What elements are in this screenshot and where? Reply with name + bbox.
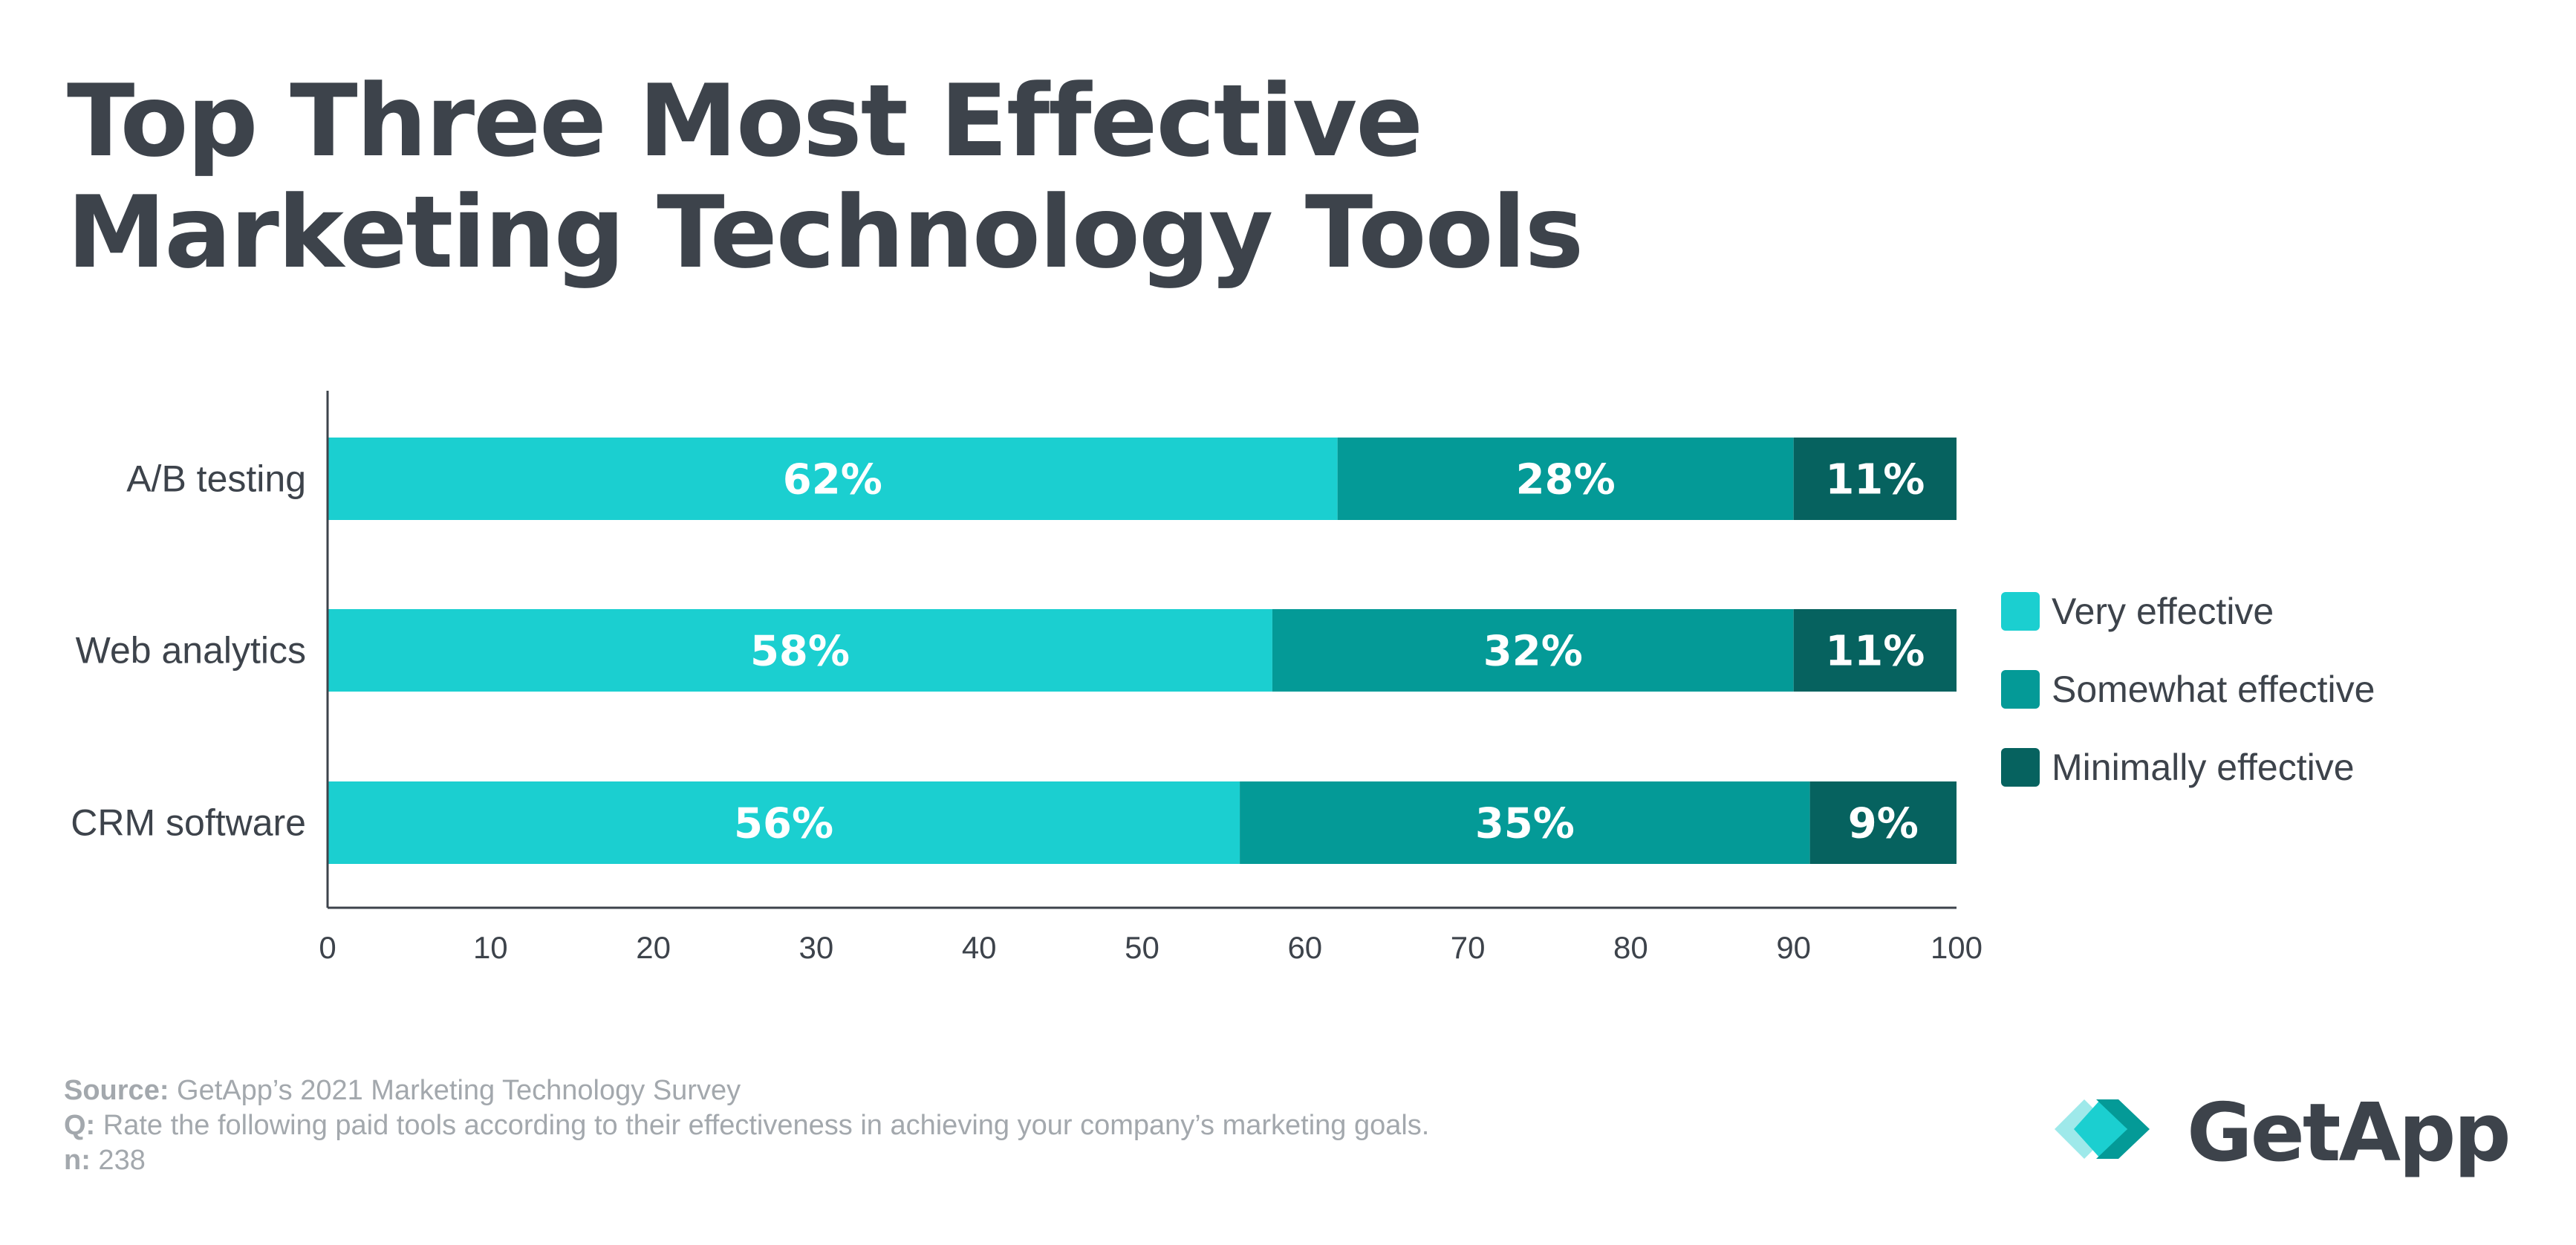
bars-group: 62% 28% 11% 58% 32% 11% 56% 35% 9% xyxy=(328,438,1957,864)
question-label: Q: xyxy=(64,1110,96,1141)
x-tick-label: 80 xyxy=(1613,930,1648,965)
source-line: Source: GetApp’s 2021 Marketing Technolo… xyxy=(64,1073,1429,1108)
bar-segment-3-1 xyxy=(328,781,1240,864)
bar-data-label: 28% xyxy=(1516,456,1616,504)
legend-swatch xyxy=(2001,592,2040,631)
x-tick-label: 60 xyxy=(1287,930,1322,965)
bar-segment-1-3 xyxy=(1793,438,1957,520)
legend-swatch xyxy=(2001,670,2040,709)
bar-data-label: 11% xyxy=(1825,456,1925,504)
stacked-bar-chart: 62% 28% 11% 58% 32% 11% 56% 35% 9% A/B testing We… xyxy=(71,391,2375,965)
getapp-logo-mark-icon xyxy=(2055,1099,2150,1159)
x-tick-label: 40 xyxy=(962,930,997,965)
chart-title: Top Three Most Effective Marketing Techn… xyxy=(67,63,1584,290)
x-tick-label: 100 xyxy=(1931,930,1983,965)
bar-segment-3-3 xyxy=(1809,781,1957,864)
getapp-logo-text: GetApp xyxy=(2187,1087,2509,1180)
legend-label: Minimally effective xyxy=(2052,747,2355,788)
bar-segment-1-1 xyxy=(328,438,1338,520)
bar-data-label: 9% xyxy=(1848,800,1919,848)
x-tick-label: 10 xyxy=(473,930,508,965)
chart-title-line-2: Marketing Technology Tools xyxy=(67,175,1584,290)
category-label: CRM software xyxy=(71,802,306,844)
bar-segment-3-2 xyxy=(1240,781,1810,864)
source-text: GetApp’s 2021 Marketing Technology Surve… xyxy=(169,1075,741,1106)
category-label: A/B testing xyxy=(126,458,306,500)
source-footer: Source: GetApp’s 2021 Marketing Technolo… xyxy=(64,1073,1429,1178)
axes-group: A/B testing Web analytics CRM software 0 10 2… xyxy=(71,391,1983,965)
x-tick-label: 0 xyxy=(319,930,336,965)
legend-swatch xyxy=(2001,748,2040,787)
bar-data-label: 11% xyxy=(1825,628,1925,676)
bar-segment-2-3 xyxy=(1793,609,1957,692)
legend-label: Somewhat effective xyxy=(2052,669,2375,710)
legend-label: Very effective xyxy=(2052,591,2274,632)
question-text: Rate the following paid tools according … xyxy=(95,1110,1430,1141)
bar-data-label: 62% xyxy=(783,456,882,504)
category-label: Web analytics xyxy=(76,630,306,672)
getapp-logo: GetApp xyxy=(2055,1087,2511,1180)
x-tick-label: 20 xyxy=(636,930,671,965)
bar-segment-2-1 xyxy=(328,609,1272,692)
sample-size-text: 238 xyxy=(90,1145,146,1176)
bar-segment-1-2 xyxy=(1337,438,1794,520)
x-tick-label: 70 xyxy=(1451,930,1486,965)
sample-size-line: n: 238 xyxy=(64,1143,1429,1178)
bar-data-label: 35% xyxy=(1475,800,1575,848)
bar-data-label: 56% xyxy=(734,800,833,848)
sample-size-label: n: xyxy=(64,1145,91,1176)
question-line: Q: Rate the following paid tools accordi… xyxy=(64,1108,1429,1143)
x-tick-label: 30 xyxy=(799,930,834,965)
chart-title-line-1: Top Three Most Effective xyxy=(67,63,1423,179)
bar-data-label: 58% xyxy=(750,628,850,676)
legend: Very effective Somewhat effective Minimall… xyxy=(2001,591,2375,788)
x-tick-label: 90 xyxy=(1776,930,1811,965)
x-tick-label: 50 xyxy=(1125,930,1159,965)
bar-data-label: 32% xyxy=(1483,628,1583,676)
source-label: Source: xyxy=(64,1075,169,1106)
bar-segment-2-2 xyxy=(1272,609,1794,692)
